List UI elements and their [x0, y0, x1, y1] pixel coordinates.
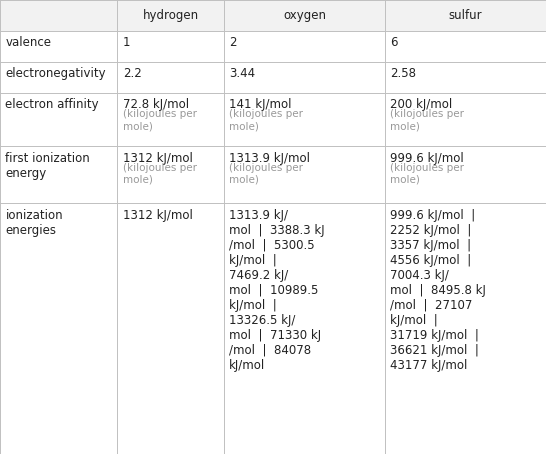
Text: electronegativity: electronegativity — [5, 67, 106, 80]
Text: (kilojoules per
mole): (kilojoules per mole) — [229, 163, 304, 185]
Text: first ionization
energy: first ionization energy — [5, 152, 90, 180]
Text: 1313.9 kJ/mol: 1313.9 kJ/mol — [229, 152, 310, 165]
Text: (kilojoules per
mole): (kilojoules per mole) — [229, 109, 304, 131]
Text: 1312 kJ/mol: 1312 kJ/mol — [123, 152, 193, 165]
Text: (kilojoules per
mole): (kilojoules per mole) — [123, 163, 197, 185]
Text: 2: 2 — [229, 36, 237, 49]
Text: 2.2: 2.2 — [123, 67, 141, 80]
Text: 999.6 kJ/mol  |
2252 kJ/mol  |
3357 kJ/mol  |
4556 kJ/mol  |
7004.3 kJ/
mol  |  : 999.6 kJ/mol | 2252 kJ/mol | 3357 kJ/mol… — [390, 209, 486, 372]
Text: 2.58: 2.58 — [390, 67, 417, 80]
Text: (kilojoules per
mole): (kilojoules per mole) — [390, 109, 465, 131]
Text: 141 kJ/mol: 141 kJ/mol — [229, 98, 292, 111]
Bar — [385, 0, 546, 31]
Text: 1312 kJ/mol: 1312 kJ/mol — [123, 209, 193, 222]
Text: (kilojoules per
mole): (kilojoules per mole) — [123, 109, 197, 131]
Text: 999.6 kJ/mol: 999.6 kJ/mol — [390, 152, 464, 165]
Text: sulfur: sulfur — [449, 9, 482, 22]
Bar — [117, 0, 224, 31]
Text: 3.44: 3.44 — [229, 67, 256, 80]
Text: 1: 1 — [123, 36, 130, 49]
Text: oxygen: oxygen — [283, 9, 326, 22]
Text: 6: 6 — [390, 36, 398, 49]
Text: 72.8 kJ/mol: 72.8 kJ/mol — [123, 98, 189, 111]
Text: (kilojoules per
mole): (kilojoules per mole) — [390, 163, 465, 185]
Text: ionization
energies: ionization energies — [5, 209, 63, 237]
Bar — [0, 0, 117, 31]
Bar — [224, 0, 385, 31]
Text: hydrogen: hydrogen — [143, 9, 199, 22]
Text: 200 kJ/mol: 200 kJ/mol — [390, 98, 453, 111]
Text: 1313.9 kJ/
mol  |  3388.3 kJ
/mol  |  5300.5
kJ/mol  |
7469.2 kJ/
mol  |  10989.: 1313.9 kJ/ mol | 3388.3 kJ /mol | 5300.5… — [229, 209, 325, 372]
Text: electron affinity: electron affinity — [5, 98, 99, 111]
Text: valence: valence — [5, 36, 51, 49]
